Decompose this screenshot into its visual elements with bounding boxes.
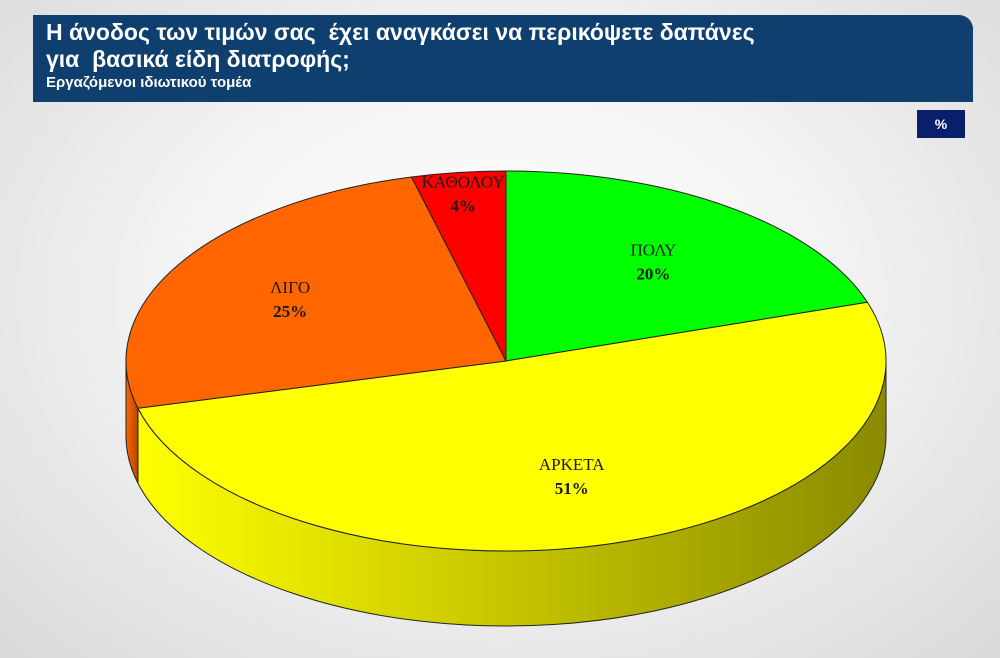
pie-slice-αρκετα: [137, 301, 887, 552]
slice-value-αρκετα: 51%: [555, 479, 589, 498]
chart-title-line-1: Η άνοδος των τιμών σας έχει αναγκάσει να…: [46, 19, 755, 45]
pie-slice-πολυ: [505, 170, 869, 362]
slice-label-πολυ: ΠΟΛΥ: [631, 241, 677, 260]
pie-labels: ΠΟΛΥ 20% ΑΡΚΕΤΑ 51% ΛΙΓΟ 25% ΚΑΘΟΛΟΥ 4%: [270, 172, 676, 498]
slice-label-λιγο: ΛΙΓΟ: [270, 278, 310, 297]
slice-value-πολυ: 20%: [636, 265, 670, 284]
slice-label-καθολου: ΚΑΘΟΛΟΥ: [422, 172, 505, 191]
chart-subtitle: Εργαζόμενοι ιδιωτικού τομέα: [46, 74, 252, 91]
unit-badge: %: [917, 110, 965, 138]
slice-value-καθολου: 4%: [450, 196, 476, 215]
pie-slices: [125, 170, 887, 627]
pie-slice-καθολου: [410, 170, 507, 362]
chart-title-line-2: για βασικά είδη διατροφής;: [46, 46, 350, 72]
title-banner: Η άνοδος των τιμών σας έχει αναγκάσει να…: [33, 15, 973, 102]
slice-label-αρκετα: ΑΡΚΕΤΑ: [539, 455, 605, 474]
pie-slice-λιγο: [125, 176, 507, 409]
slice-value-λιγο: 25%: [273, 302, 307, 321]
